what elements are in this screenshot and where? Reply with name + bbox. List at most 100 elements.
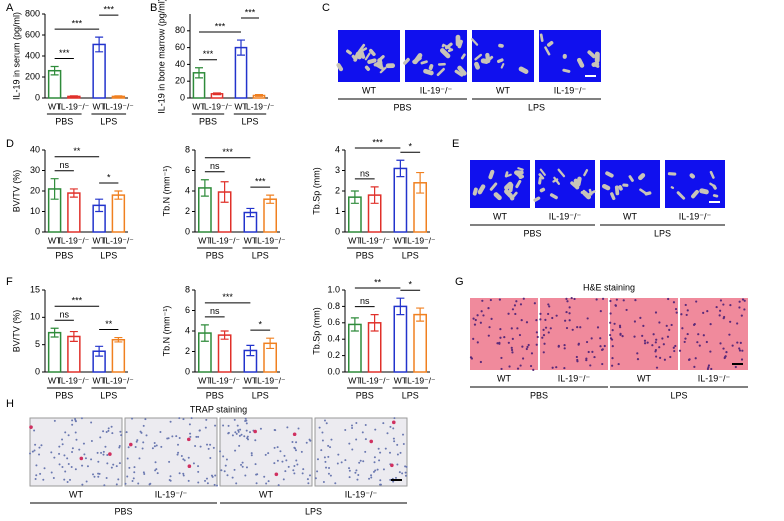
x-tick-label: IL-19⁻/⁻: [59, 101, 90, 111]
osteoclast: [187, 464, 192, 469]
cell: [194, 444, 197, 447]
cell: [738, 349, 742, 352]
trabecula: [562, 68, 571, 73]
cell: [284, 470, 287, 473]
cell: [615, 298, 618, 301]
cell: [107, 427, 110, 430]
cell: [585, 359, 588, 362]
image-bg: [314, 417, 408, 487]
trabecula: [474, 61, 480, 70]
cell: [389, 478, 392, 481]
cell: [35, 474, 38, 477]
micrograph: [470, 160, 530, 208]
cell: [370, 476, 373, 479]
group-label: PBS: [393, 102, 411, 112]
cell: [740, 314, 743, 317]
cell: [178, 437, 181, 440]
cell: [662, 343, 665, 346]
cell: [510, 346, 513, 349]
cell: [71, 450, 74, 453]
trabecula: [576, 57, 585, 68]
cell: [93, 475, 96, 478]
cell: [197, 465, 200, 468]
cell: [378, 459, 381, 462]
trabecula: [420, 60, 428, 65]
cell: [286, 426, 289, 429]
cell: [215, 484, 218, 487]
cell: [198, 429, 201, 432]
cell: [293, 472, 296, 475]
cell: [589, 364, 592, 367]
x-tick-label: IL-19⁻/⁻: [59, 375, 90, 385]
cell: [297, 427, 300, 430]
trabecula: [533, 196, 541, 202]
cell: [634, 299, 637, 302]
cell: [667, 297, 670, 301]
trabecula: [712, 194, 719, 198]
cell: [58, 452, 61, 455]
y-tick-label: 0: [35, 92, 40, 102]
error-bar: [396, 297, 405, 316]
cell: [377, 447, 380, 450]
cell: [330, 438, 333, 441]
cell: [117, 478, 120, 481]
cell: [695, 300, 698, 303]
cell: [591, 350, 594, 353]
y-tick-label: 4: [185, 325, 190, 335]
cell: [364, 450, 367, 453]
error-bar: [266, 194, 275, 204]
cell: [58, 445, 61, 448]
cell: [555, 366, 558, 369]
cell: [276, 459, 279, 462]
cell: [99, 436, 102, 439]
cell: [725, 351, 728, 354]
cell: [585, 357, 588, 360]
cell: [273, 462, 276, 465]
cell: [498, 298, 501, 301]
bar: [92, 43, 106, 99]
trabecula: [436, 67, 445, 77]
cell: [126, 475, 129, 478]
error-bar: [69, 330, 78, 342]
cell: [175, 435, 178, 438]
cell: [231, 476, 234, 479]
cell: [585, 340, 589, 344]
error-bar: [220, 181, 229, 203]
cell: [67, 434, 70, 437]
cell: [255, 482, 258, 485]
cell: [743, 308, 746, 311]
cell: [402, 433, 405, 436]
cell: [142, 441, 145, 444]
error-bar: [69, 188, 78, 198]
cell: [507, 341, 510, 344]
cell: [544, 318, 547, 321]
cell: [226, 474, 229, 477]
group-label: PBS: [523, 228, 541, 238]
cell: [205, 418, 208, 421]
cell: [500, 367, 503, 371]
cell: [719, 309, 722, 312]
x-tick-label: IL-19⁻/⁻: [209, 235, 240, 245]
cell: [393, 440, 396, 443]
cell: [292, 469, 295, 472]
cell: [579, 326, 582, 329]
image-label: IL-19⁻/⁻: [345, 489, 378, 499]
group-label: LPS: [252, 250, 269, 260]
cell: [373, 461, 376, 464]
cell: [526, 345, 529, 349]
x-tick-label: WT: [244, 235, 257, 245]
y-tick-label: 20: [175, 76, 185, 86]
panel-title: TRAP staining: [190, 404, 247, 414]
trabecula: [477, 184, 486, 195]
cell: [63, 478, 66, 481]
trabecula: [367, 58, 377, 64]
cell: [66, 480, 69, 483]
cell: [322, 480, 325, 483]
trabecula: [428, 64, 434, 71]
cell: [392, 480, 395, 483]
significance-label: ***: [245, 7, 256, 17]
cell: [636, 352, 639, 355]
cell: [611, 364, 614, 367]
cell: [137, 482, 140, 485]
cell: [189, 435, 192, 438]
